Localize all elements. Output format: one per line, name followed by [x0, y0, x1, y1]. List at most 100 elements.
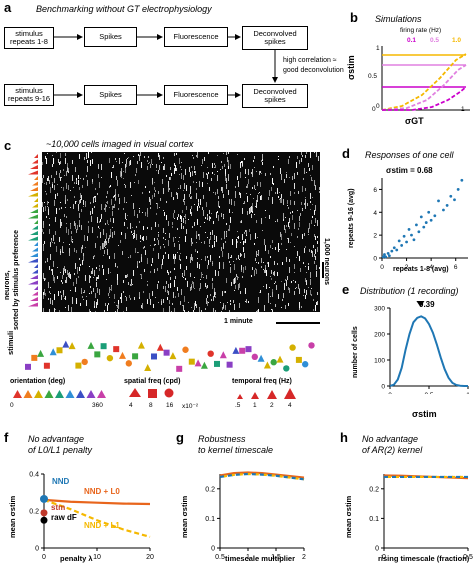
raster-event	[184, 216, 185, 217]
spatial-tick-16: 16	[166, 402, 174, 409]
raster-event	[207, 301, 208, 306]
raster-event	[125, 164, 126, 168]
raster-event	[305, 188, 306, 191]
raster-event	[180, 166, 181, 168]
panel-c-ylabel-1: neurons,	[4, 270, 11, 300]
raster-event	[43, 245, 44, 248]
raster-event	[78, 180, 79, 185]
preference-marker	[32, 291, 38, 296]
raster-event	[80, 178, 81, 179]
panel-g-title-2: to kernel timescale	[198, 445, 274, 455]
box-spikes-2: Spikes	[84, 85, 137, 105]
raster-event	[60, 251, 61, 253]
raster-event	[268, 250, 269, 254]
raster-event	[43, 247, 44, 251]
raster-event	[230, 264, 231, 265]
raster-event	[317, 220, 318, 226]
panel-e-label: e	[342, 282, 350, 297]
panel-g-title-1: Robustness	[198, 434, 246, 444]
stimulus-circle	[270, 359, 277, 366]
raster-event	[54, 294, 55, 300]
raster-event	[63, 242, 64, 243]
panel-g-label: g	[176, 430, 184, 445]
raster-event	[74, 221, 75, 226]
raster-event	[55, 194, 56, 199]
raster-event	[306, 172, 307, 173]
raster-event	[230, 303, 231, 305]
raster-event	[55, 231, 56, 235]
raster-event	[289, 226, 290, 229]
raster-event	[294, 223, 295, 229]
raster-event	[203, 175, 204, 178]
raster-event	[178, 214, 179, 217]
raster-event	[101, 177, 102, 178]
stimulus-circle	[302, 361, 309, 368]
raster-event	[125, 234, 126, 239]
raster-event	[102, 243, 103, 249]
raster-event	[105, 303, 106, 306]
raster-event	[226, 232, 227, 236]
raster-event	[68, 171, 69, 173]
raster-event	[56, 152, 57, 153]
preference-marker	[34, 154, 38, 158]
raster-event	[50, 254, 51, 260]
raster-event	[138, 154, 139, 156]
raster-event	[65, 158, 66, 164]
raster-event	[81, 209, 82, 212]
raster-event	[241, 265, 242, 270]
raster-event	[99, 268, 100, 271]
preference-marker	[32, 225, 38, 230]
raster-event	[306, 272, 307, 273]
raster-event	[314, 225, 315, 226]
raster-event	[163, 299, 164, 303]
raster-event	[43, 292, 44, 295]
raster-event	[68, 185, 69, 190]
stimulus-circle	[182, 346, 189, 353]
raster-event	[114, 302, 115, 303]
raster-event	[235, 285, 236, 289]
scale-neurons-label: 1,000 neurons	[323, 238, 330, 286]
raster-event	[100, 246, 101, 250]
raster-event	[215, 270, 216, 276]
raster-event	[315, 305, 316, 311]
raster-event	[95, 188, 96, 190]
raster-event	[300, 268, 301, 272]
raster-event	[170, 167, 171, 170]
raster-event	[164, 212, 165, 216]
raster-event	[65, 269, 66, 273]
panel-b-ylabel: σstim	[346, 55, 356, 80]
raster-event	[160, 246, 161, 249]
raster-event	[45, 191, 46, 192]
raster-event	[314, 254, 315, 257]
raster-event	[99, 228, 100, 229]
scatter-point	[383, 253, 386, 256]
raster-event	[108, 241, 109, 242]
raster-event	[176, 168, 177, 171]
scale-bar-neurons	[322, 262, 324, 278]
raster-event	[184, 201, 185, 205]
raster-event	[97, 217, 98, 223]
raster-event	[92, 227, 93, 230]
raster-event	[274, 283, 275, 284]
raster-event	[121, 293, 122, 299]
raster-event	[286, 174, 287, 178]
raster-event	[181, 173, 182, 179]
raster-event	[43, 175, 44, 178]
spatial-tick-8: 8	[149, 402, 153, 409]
raster-event	[183, 226, 184, 229]
raster-event	[161, 162, 162, 163]
raster-event	[192, 242, 193, 244]
x-tick-label: 0.5	[424, 392, 433, 394]
raster-event	[197, 206, 198, 211]
raster-event	[184, 183, 185, 189]
raster-event	[103, 243, 104, 249]
raster-event	[315, 205, 316, 211]
raster-event	[181, 162, 182, 163]
raster-event	[303, 178, 304, 180]
raster-event	[107, 191, 108, 194]
raster-event	[184, 270, 185, 276]
raster-event	[225, 241, 226, 243]
raster-event	[178, 241, 179, 242]
scatter-point	[381, 255, 385, 259]
raster-event	[264, 239, 265, 245]
